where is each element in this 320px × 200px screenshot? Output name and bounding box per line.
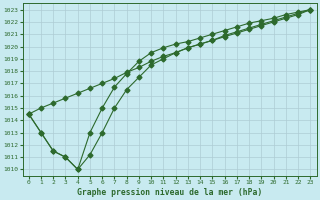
X-axis label: Graphe pression niveau de la mer (hPa): Graphe pression niveau de la mer (hPa) bbox=[77, 188, 262, 197]
